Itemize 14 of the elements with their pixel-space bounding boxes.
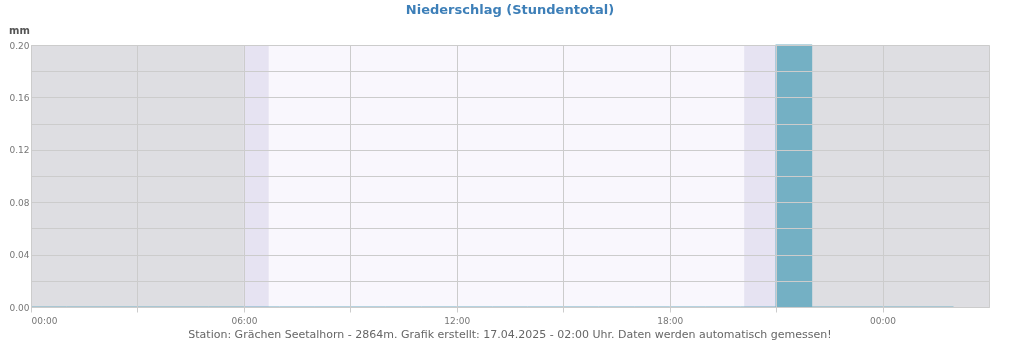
y-tick-label: 0.08 bbox=[9, 197, 30, 208]
chart-title: Niederschlag (Stundentotal) bbox=[405, 2, 615, 17]
y-tick-label: 0.04 bbox=[9, 250, 30, 261]
x-tick-label: 00:00 bbox=[31, 315, 58, 326]
x-tick-label: 12:00 bbox=[444, 315, 471, 326]
x-tick-label: 00:00 bbox=[870, 315, 897, 326]
y-tick-label: 0.16 bbox=[9, 92, 30, 103]
y-tick-label: 0.20 bbox=[9, 40, 30, 51]
y-axis-title: mm bbox=[9, 24, 30, 36]
x-tick-label: 06:00 bbox=[231, 315, 258, 326]
x-tick-label: 18:00 bbox=[657, 315, 684, 326]
y-tick-label: 0.00 bbox=[9, 302, 30, 313]
y-tick-label: 0.12 bbox=[9, 145, 30, 156]
text: Station: Grächen Seetalhorn - 2864m. Grafik erstellt: 17.04.2025 - 02:00 Uhr. Daten werden automatisch gemessen! bbox=[188, 328, 832, 341]
